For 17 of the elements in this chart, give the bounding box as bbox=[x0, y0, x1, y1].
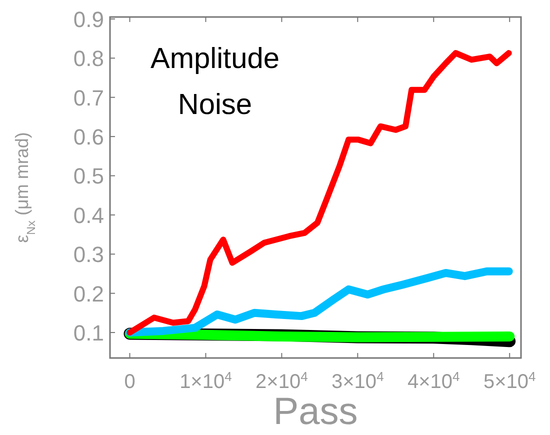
annotation: Amplitude Noise bbox=[150, 43, 280, 121]
y-tick-label: 0.4 bbox=[73, 202, 104, 228]
y-tick-label: 0.3 bbox=[73, 242, 104, 268]
y-tick-label: 0.8 bbox=[73, 46, 104, 72]
x-tick-label: 0 bbox=[124, 371, 136, 393]
x-tick-label: 3×10$^{4}$ bbox=[332, 368, 384, 393]
y-tick-label: 0.9 bbox=[73, 6, 104, 32]
y-tick-label: 0.2 bbox=[73, 281, 104, 306]
x-tick-label: 1×10$^{4}$ bbox=[180, 368, 232, 393]
x-axis-title: Pass bbox=[273, 391, 358, 433]
y-tick-label: 0.6 bbox=[73, 124, 104, 150]
y-tick-label: 0.7 bbox=[73, 85, 104, 110]
x-tick-label: 5×10$^{4}$ bbox=[483, 368, 536, 393]
y-tick-label: 0.5 bbox=[73, 164, 104, 189]
x-tick-label: 4×10$^{4}$ bbox=[407, 368, 460, 393]
y-tick-label: 0.1 bbox=[73, 320, 104, 346]
x-tick-label: 2×10$^{4}$ bbox=[256, 368, 308, 393]
